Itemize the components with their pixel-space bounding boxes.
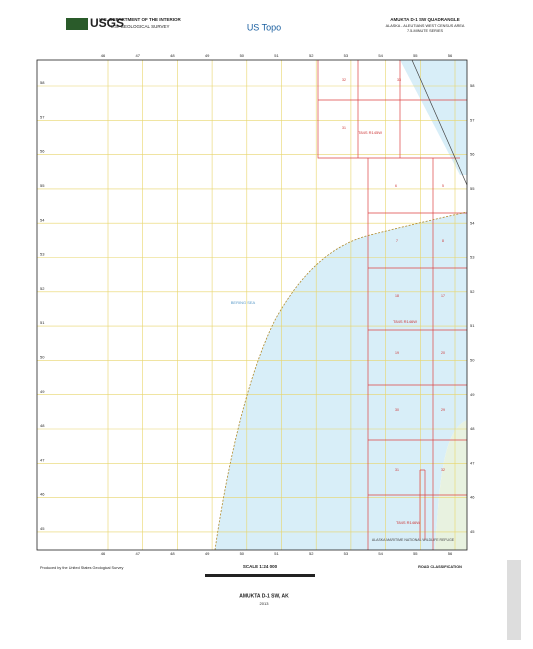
grid-x-label: 46 xyxy=(101,551,106,556)
water xyxy=(215,212,467,550)
grid-y-label: 50 xyxy=(40,354,45,359)
grid-x-label: 46 xyxy=(101,53,106,58)
grid-y-label: 58 xyxy=(470,83,475,88)
footer-title: AMUKTA D-1 SW, AK xyxy=(239,593,289,599)
grid-y-label: 57 xyxy=(40,114,45,119)
grid-y-label: 52 xyxy=(470,289,475,294)
grid-y-label: 46 xyxy=(40,492,45,497)
grid-y-label: 51 xyxy=(40,320,45,325)
grid-y-label: 48 xyxy=(40,423,45,428)
producer: Produced by the United States Geological… xyxy=(40,566,123,570)
grid-x-label: 48 xyxy=(170,53,175,58)
grid-x-label: 54 xyxy=(378,551,383,556)
trail xyxy=(214,211,468,551)
series: 7.5-MINUTE SERIES xyxy=(407,29,444,33)
scale: SCALE 1:24 000 xyxy=(243,564,278,569)
grid-y-label: 52 xyxy=(40,286,45,291)
grid-x-label: 49 xyxy=(205,551,210,556)
grid-x-label: 50 xyxy=(240,551,245,556)
agency: U.S. DEPARTMENT OF THE INTERIOR xyxy=(99,17,181,22)
section-number: 32 xyxy=(342,78,346,82)
grid-y-label: 57 xyxy=(470,117,475,122)
grid-x-label: 55 xyxy=(413,551,418,556)
grid-y-label: 55 xyxy=(470,186,475,191)
township-label: T84S R146W xyxy=(396,520,420,525)
township-label: T84S R145W xyxy=(358,130,382,135)
section-number: 29 xyxy=(441,408,445,412)
grid-y-label: 56 xyxy=(470,152,475,157)
grid-x-label: 53 xyxy=(344,53,349,58)
scale-bar xyxy=(205,574,315,577)
grid-y-label: 55 xyxy=(40,183,45,188)
road xyxy=(411,59,468,186)
road-classification: ROAD CLASSIFICATION xyxy=(418,565,462,569)
grid-y-label: 47 xyxy=(40,457,45,462)
grid-x-label: 56 xyxy=(448,551,453,556)
section-number: 8 xyxy=(442,239,444,243)
grid-x-label: 49 xyxy=(205,53,210,58)
grid-y-label: 45 xyxy=(40,526,45,531)
grid-x-label: 54 xyxy=(378,53,383,58)
grid-y-label: 58 xyxy=(40,80,45,85)
section-number: 6 xyxy=(395,184,397,188)
grid-y-label: 51 xyxy=(470,323,475,328)
grid-y-label: 54 xyxy=(40,217,45,222)
section-number: 32 xyxy=(441,468,445,472)
series-logo: US Topo xyxy=(247,22,281,32)
township-label: T84S R146W xyxy=(393,319,417,324)
grid-y-label: 49 xyxy=(40,389,45,394)
grid-y-label: 45 xyxy=(470,529,475,534)
grid-x-label: 48 xyxy=(170,551,175,556)
section-number: 31 xyxy=(395,468,399,472)
footer-year: 2013 xyxy=(260,601,270,606)
grid-y-label: 50 xyxy=(470,357,475,362)
grid-x-label: 55 xyxy=(413,53,418,58)
grid-x-label: 52 xyxy=(309,551,314,556)
refuge-label: ALASKA MARITIME NATIONAL WILDLIFE REFUGE xyxy=(372,538,455,542)
logo-text: USGS xyxy=(90,16,124,30)
section-number: 17 xyxy=(441,294,445,298)
grid-y-label: 54 xyxy=(470,220,475,225)
section-number: 19 xyxy=(395,351,399,355)
grid-y-label: 49 xyxy=(470,392,475,397)
grid-y-label: 47 xyxy=(470,460,475,465)
bureau: U.S. GEOLOGICAL SURVEY xyxy=(110,24,169,29)
section-number: 31 xyxy=(342,126,346,130)
grid-x-label: 47 xyxy=(135,551,140,556)
grid-y-label: 48 xyxy=(470,426,475,431)
water-label: BERING SEA xyxy=(231,300,256,305)
grid-y-label: 53 xyxy=(40,252,45,257)
grid-y-label: 53 xyxy=(470,255,475,260)
section-number: 5 xyxy=(442,184,444,188)
section-number: 30 xyxy=(395,408,399,412)
grid xyxy=(37,60,467,550)
section-number: 7 xyxy=(396,239,398,243)
grid-x-label: 50 xyxy=(240,53,245,58)
neatline xyxy=(36,59,468,551)
section-number: 18 xyxy=(395,294,399,298)
quad-title: AMUKTA D-1 SW QUADRANGLE xyxy=(390,17,460,22)
township-lines xyxy=(317,60,467,550)
grid-x-label: 52 xyxy=(309,53,314,58)
grid-x-label: 53 xyxy=(344,551,349,556)
section-number: 20 xyxy=(441,351,445,355)
barcode xyxy=(507,560,521,640)
grid-x-label: 47 xyxy=(135,53,140,58)
grid-x-label: 56 xyxy=(448,53,453,58)
land-coast xyxy=(435,420,467,550)
section-number: 33 xyxy=(397,78,401,82)
grid-y-label: 56 xyxy=(40,149,45,154)
grid-x-label: 51 xyxy=(274,53,279,58)
grid-x-label: 51 xyxy=(274,551,279,556)
grid-y-label: 46 xyxy=(470,495,475,500)
usgs-logo-mark xyxy=(66,18,88,30)
area: ALASKA - ALEUTIANS WEST CENSUS AREA xyxy=(386,24,465,28)
